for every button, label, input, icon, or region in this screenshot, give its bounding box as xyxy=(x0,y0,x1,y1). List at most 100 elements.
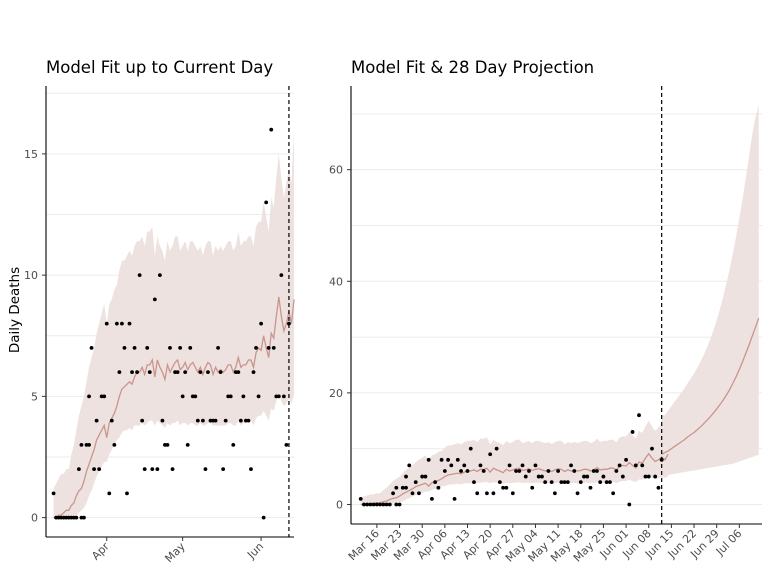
observed-point xyxy=(180,394,185,399)
observed-point xyxy=(462,463,467,468)
observed-point xyxy=(155,467,160,472)
observed-point xyxy=(104,321,109,326)
observed-point xyxy=(497,480,502,485)
observed-point xyxy=(468,446,473,451)
observed-point xyxy=(193,394,198,399)
observed-point xyxy=(478,463,483,468)
observed-point xyxy=(276,394,281,399)
observed-point xyxy=(284,442,289,447)
observed-point xyxy=(601,474,606,479)
panel-model-fit: Model Fit up to Current Day Daily Deaths… xyxy=(7,58,295,565)
observed-point xyxy=(630,430,635,434)
observed-point xyxy=(368,502,373,507)
observed-point xyxy=(572,469,577,473)
y-axis-ticks: 0 5 10 15 xyxy=(24,148,46,525)
observed-point xyxy=(94,418,99,423)
observed-point xyxy=(87,394,91,399)
observed-point xyxy=(517,469,522,473)
observed-point xyxy=(426,457,431,462)
observed-point xyxy=(420,474,425,479)
observed-point xyxy=(391,491,395,496)
observed-point xyxy=(74,515,79,520)
observed-point xyxy=(157,273,162,278)
observed-point xyxy=(585,474,590,479)
observed-point xyxy=(404,485,408,490)
observed-point xyxy=(223,418,228,423)
observed-point xyxy=(611,491,616,496)
observed-point xyxy=(120,321,124,326)
observed-point xyxy=(279,273,284,278)
projection-median xyxy=(661,317,760,455)
observed-point xyxy=(653,474,658,479)
observed-point xyxy=(384,502,389,507)
observed-point xyxy=(523,474,528,479)
y-tick-label: 0 xyxy=(336,498,343,511)
observed-point xyxy=(452,496,457,501)
observed-point xyxy=(442,469,447,473)
observed-point xyxy=(168,345,172,350)
observed-point xyxy=(637,413,641,418)
observed-point xyxy=(269,127,274,132)
observed-point xyxy=(501,485,505,490)
observed-point xyxy=(249,467,253,472)
observed-point xyxy=(394,502,399,507)
observed-point xyxy=(109,418,114,423)
observed-point xyxy=(195,418,200,423)
x-tick-label: Apr xyxy=(89,540,112,563)
observed-point xyxy=(170,467,175,472)
fit-interval xyxy=(360,415,669,505)
observed-point xyxy=(362,502,366,507)
observed-point xyxy=(117,370,122,375)
credible-interval-band xyxy=(360,105,759,505)
observed-point xyxy=(530,485,535,490)
observed-point xyxy=(218,370,223,375)
observed-point xyxy=(556,469,561,473)
observed-point xyxy=(79,442,84,447)
observed-point xyxy=(228,394,233,399)
observed-point xyxy=(145,345,150,350)
observed-point xyxy=(650,446,654,451)
projection-interval xyxy=(661,105,759,477)
observed-point xyxy=(433,480,438,485)
y-tick-label: 0 xyxy=(31,512,38,525)
observed-point xyxy=(595,469,599,473)
observed-point xyxy=(397,502,402,507)
observed-point xyxy=(89,345,94,350)
observed-point xyxy=(491,491,496,496)
observed-point xyxy=(216,345,220,350)
observed-point xyxy=(520,463,525,468)
observed-point xyxy=(504,485,509,490)
observed-point xyxy=(552,491,557,496)
observed-point xyxy=(231,442,236,447)
observed-point xyxy=(246,418,251,423)
observed-point xyxy=(251,370,256,375)
observed-point xyxy=(578,480,583,485)
observed-point xyxy=(188,345,193,350)
observed-point xyxy=(213,418,218,423)
observed-point xyxy=(562,480,567,485)
observed-point xyxy=(140,418,145,423)
observed-point xyxy=(112,442,117,447)
observed-point xyxy=(82,515,86,520)
observed-point xyxy=(413,480,418,485)
x-tick-label: Jun xyxy=(244,540,266,562)
observed-point xyxy=(459,469,463,473)
observed-point xyxy=(160,418,165,423)
observed-point xyxy=(152,297,157,302)
y-tick-label: 10 xyxy=(24,269,38,282)
observed-point xyxy=(569,463,573,468)
observed-point xyxy=(485,491,489,496)
observed-point xyxy=(114,321,119,326)
observed-point xyxy=(97,467,102,472)
observed-point xyxy=(536,474,541,479)
observed-point xyxy=(374,502,379,507)
observed-point xyxy=(543,480,548,485)
observed-point xyxy=(381,502,386,507)
observed-point xyxy=(608,480,612,485)
observed-point xyxy=(394,485,399,490)
observed-point xyxy=(540,474,544,479)
fit-median xyxy=(53,296,295,519)
observed-point xyxy=(514,469,518,473)
observed-deaths-points xyxy=(51,127,291,520)
observed-point xyxy=(77,467,81,472)
